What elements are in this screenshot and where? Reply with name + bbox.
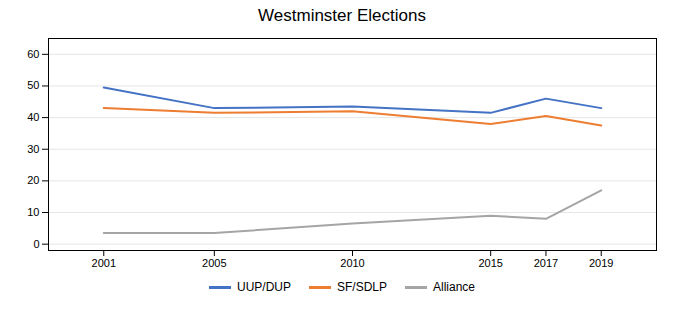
- svg-text:2019: 2019: [589, 257, 613, 269]
- html-text:Alliance: Alliance: [433, 280, 475, 294]
- html-text:UUP/DUP: UUP/DUP: [237, 280, 291, 294]
- svg-text:40: 40: [27, 111, 39, 123]
- svg-text:30: 30: [27, 143, 39, 155]
- svg-text:0: 0: [33, 238, 39, 250]
- svg-text:2010: 2010: [340, 257, 364, 269]
- svg-text:50: 50: [27, 79, 39, 91]
- svg-text:10: 10: [27, 206, 39, 218]
- svg-text:60: 60: [27, 48, 39, 60]
- html-text:SF/SDLP: SF/SDLP: [337, 280, 387, 294]
- html-text:Westminster Elections: Westminster Elections: [258, 6, 426, 25]
- svg-text:20: 20: [27, 174, 39, 186]
- svg-text:2017: 2017: [534, 257, 558, 269]
- svg-text:2005: 2005: [202, 257, 226, 269]
- svg-text:2001: 2001: [92, 257, 116, 269]
- svg-text:2015: 2015: [478, 257, 502, 269]
